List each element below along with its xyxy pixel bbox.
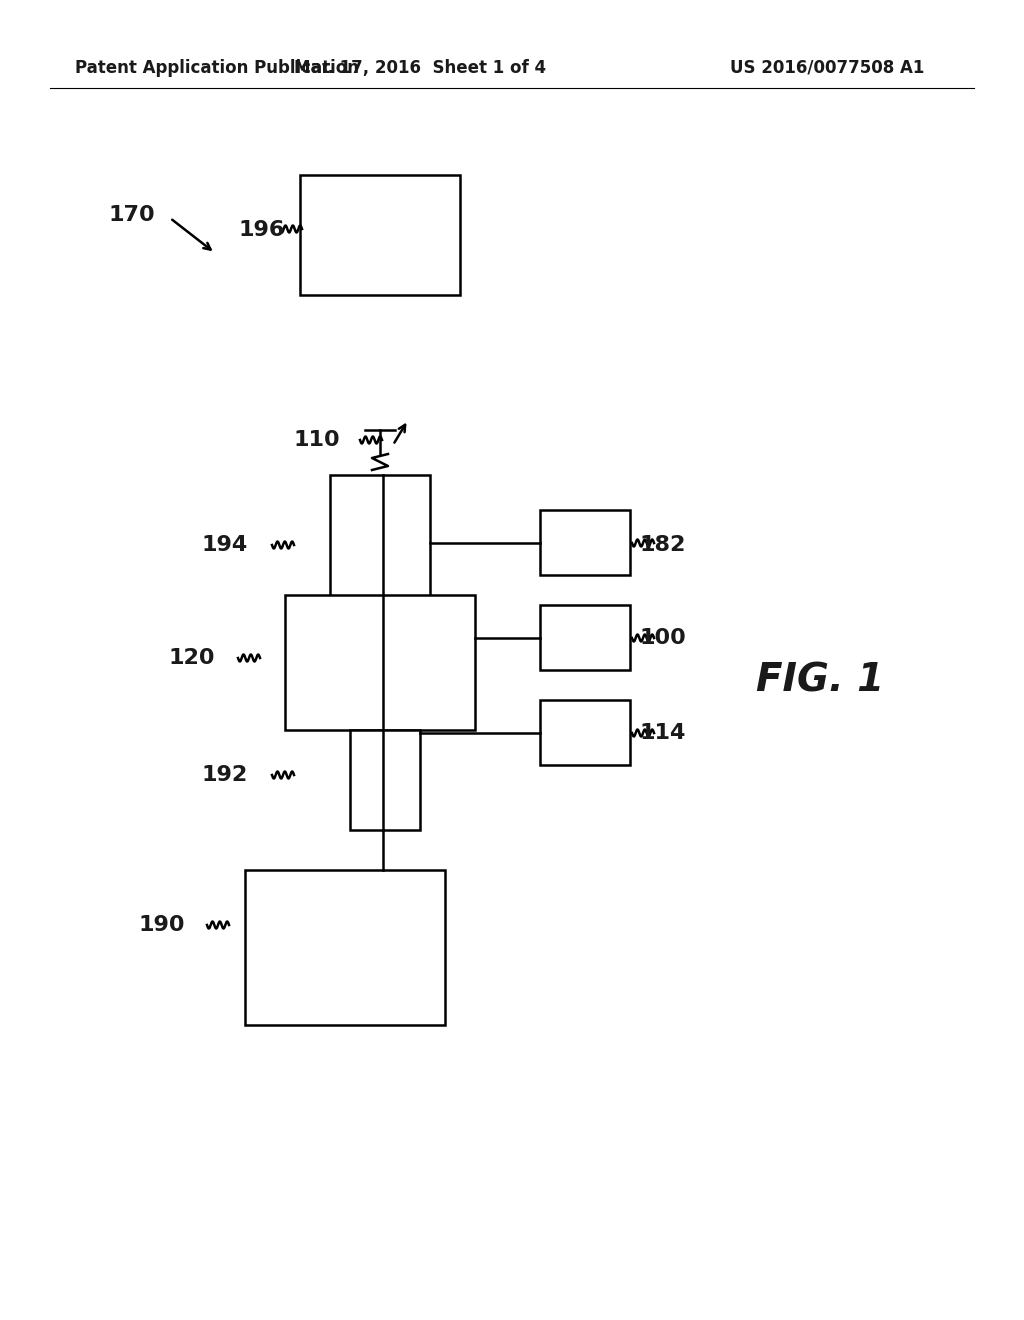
Text: FIG. 1: FIG. 1 — [756, 661, 884, 700]
Text: 170: 170 — [109, 205, 155, 224]
Text: 120: 120 — [169, 648, 215, 668]
Text: Patent Application Publication: Patent Application Publication — [75, 59, 359, 77]
Text: US 2016/0077508 A1: US 2016/0077508 A1 — [730, 59, 925, 77]
Text: 100: 100 — [640, 628, 687, 648]
Bar — [540, 510, 630, 576]
Text: 194: 194 — [202, 535, 248, 554]
Text: 114: 114 — [640, 723, 686, 743]
Text: 196: 196 — [239, 220, 285, 240]
Bar — [350, 730, 420, 830]
Text: Mar. 17, 2016  Sheet 1 of 4: Mar. 17, 2016 Sheet 1 of 4 — [294, 59, 546, 77]
Bar — [540, 700, 630, 766]
Bar — [540, 605, 630, 671]
Bar — [300, 176, 460, 294]
Text: 182: 182 — [640, 535, 686, 554]
Bar — [330, 475, 430, 620]
Text: 190: 190 — [138, 915, 185, 935]
Bar — [245, 870, 445, 1026]
Bar — [285, 595, 475, 730]
Text: 110: 110 — [293, 430, 340, 450]
Text: 192: 192 — [202, 766, 248, 785]
